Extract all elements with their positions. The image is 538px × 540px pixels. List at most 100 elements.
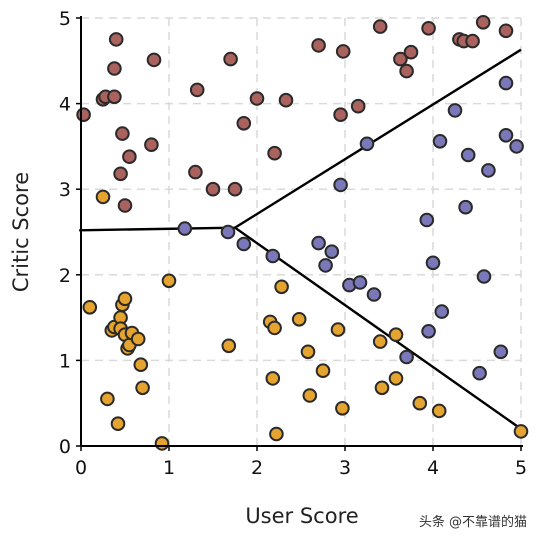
x-tick-label: 1 [163,457,175,479]
scatter-point [311,235,326,251]
scatter-point [350,98,366,114]
watermark-text: 头条 @不靠谱的猫 [419,514,527,530]
scatter-point [133,357,149,373]
scatter-point [388,327,404,343]
scatter-point [115,126,130,141]
scatter-point [498,75,514,91]
scatter-point [146,52,162,68]
scatter-point [113,166,128,182]
scatter-point [269,426,284,442]
scatter-point [107,61,122,76]
scatter-point [274,279,289,295]
scatter-point [130,331,146,347]
scatter-point [472,365,487,381]
scatter-point [311,38,326,53]
scatter-point [108,32,124,47]
scatter-point [498,23,514,39]
scatter-point [95,189,111,205]
scatter-point [188,164,203,180]
y-tick-label: 3 [59,179,71,201]
scatter-point [267,145,282,161]
y-tick-label: 4 [59,94,71,116]
scatter-point [475,14,491,30]
scatter-point [399,63,414,79]
scatter-point [335,401,350,416]
scatter-point [481,163,496,178]
scatter-point [76,107,91,122]
series-2 [177,75,524,381]
scatter-point [493,344,509,360]
scatter-point [100,391,115,407]
decision-boundaries [79,48,522,430]
scatter-point [135,380,150,396]
scatter-point [315,363,331,379]
scatter-point [460,147,476,163]
scatter-point [154,436,170,451]
y-tick-label: 0 [59,436,71,458]
scatter-point [425,255,441,271]
scatter-point [421,21,436,36]
x-tick-label: 2 [251,457,263,479]
x-tick-label: 3 [339,457,351,479]
scatter-point [419,212,435,228]
scatter-point [403,44,419,60]
scatter-point [432,134,448,149]
x-tick-label: 4 [427,457,439,479]
scatter-point [265,371,281,386]
scatter-point [291,312,307,327]
scatter-point [476,269,492,284]
scatter-point [278,92,294,108]
scatter-point [223,51,238,67]
scatter-point [265,248,281,264]
boundary-line [79,48,522,232]
x-tick-label: 0 [75,457,87,479]
scatter-point [509,139,524,154]
scatter-point [412,395,428,411]
scatter-point [144,137,159,152]
scatter-point [220,224,236,240]
x-tick-label: 5 [515,457,527,479]
scatter-point [324,244,340,259]
scatter-point [300,344,316,360]
scatter-point [352,275,368,290]
boundary-line [234,226,522,430]
scatter-point [372,19,388,34]
scatter-point [330,322,346,337]
scatter-point [388,371,404,386]
scatter-point [333,177,348,193]
scatter-point [177,221,193,236]
scatter-point [393,51,408,67]
series-1 [76,14,514,213]
scatter-point [249,91,265,106]
scatter-point [399,349,414,365]
scatter-point [335,44,351,59]
scatter-point [236,116,252,131]
scatter-point [117,291,133,307]
y-axis-label: Critic Score [9,172,33,292]
x-axis-label: User Score [245,504,358,528]
scatter-point [302,388,318,403]
scatter-point [513,424,529,439]
scatter-point [227,181,243,197]
scatter-point [458,199,473,215]
scatter-point [161,273,177,289]
scatter-point [447,103,463,118]
scatter-point [359,136,375,152]
scatter-point [107,89,122,105]
y-tick-label: 1 [59,350,71,372]
y-tick-label: 5 [59,8,71,30]
scatter-point [122,149,137,164]
scatter-point [374,380,390,396]
y-tick-label: 2 [59,265,71,287]
scatter-point [236,236,252,252]
axes: 0 1 2 3 4 5 0 1 2 3 4 5 [59,8,527,479]
scatter-point [431,403,447,419]
scatter-point [498,128,514,143]
scatter-point [189,82,205,98]
scatter-point [318,258,333,273]
scatter-point [372,334,388,349]
scatter-point [465,33,480,49]
scatter-point [267,320,282,336]
